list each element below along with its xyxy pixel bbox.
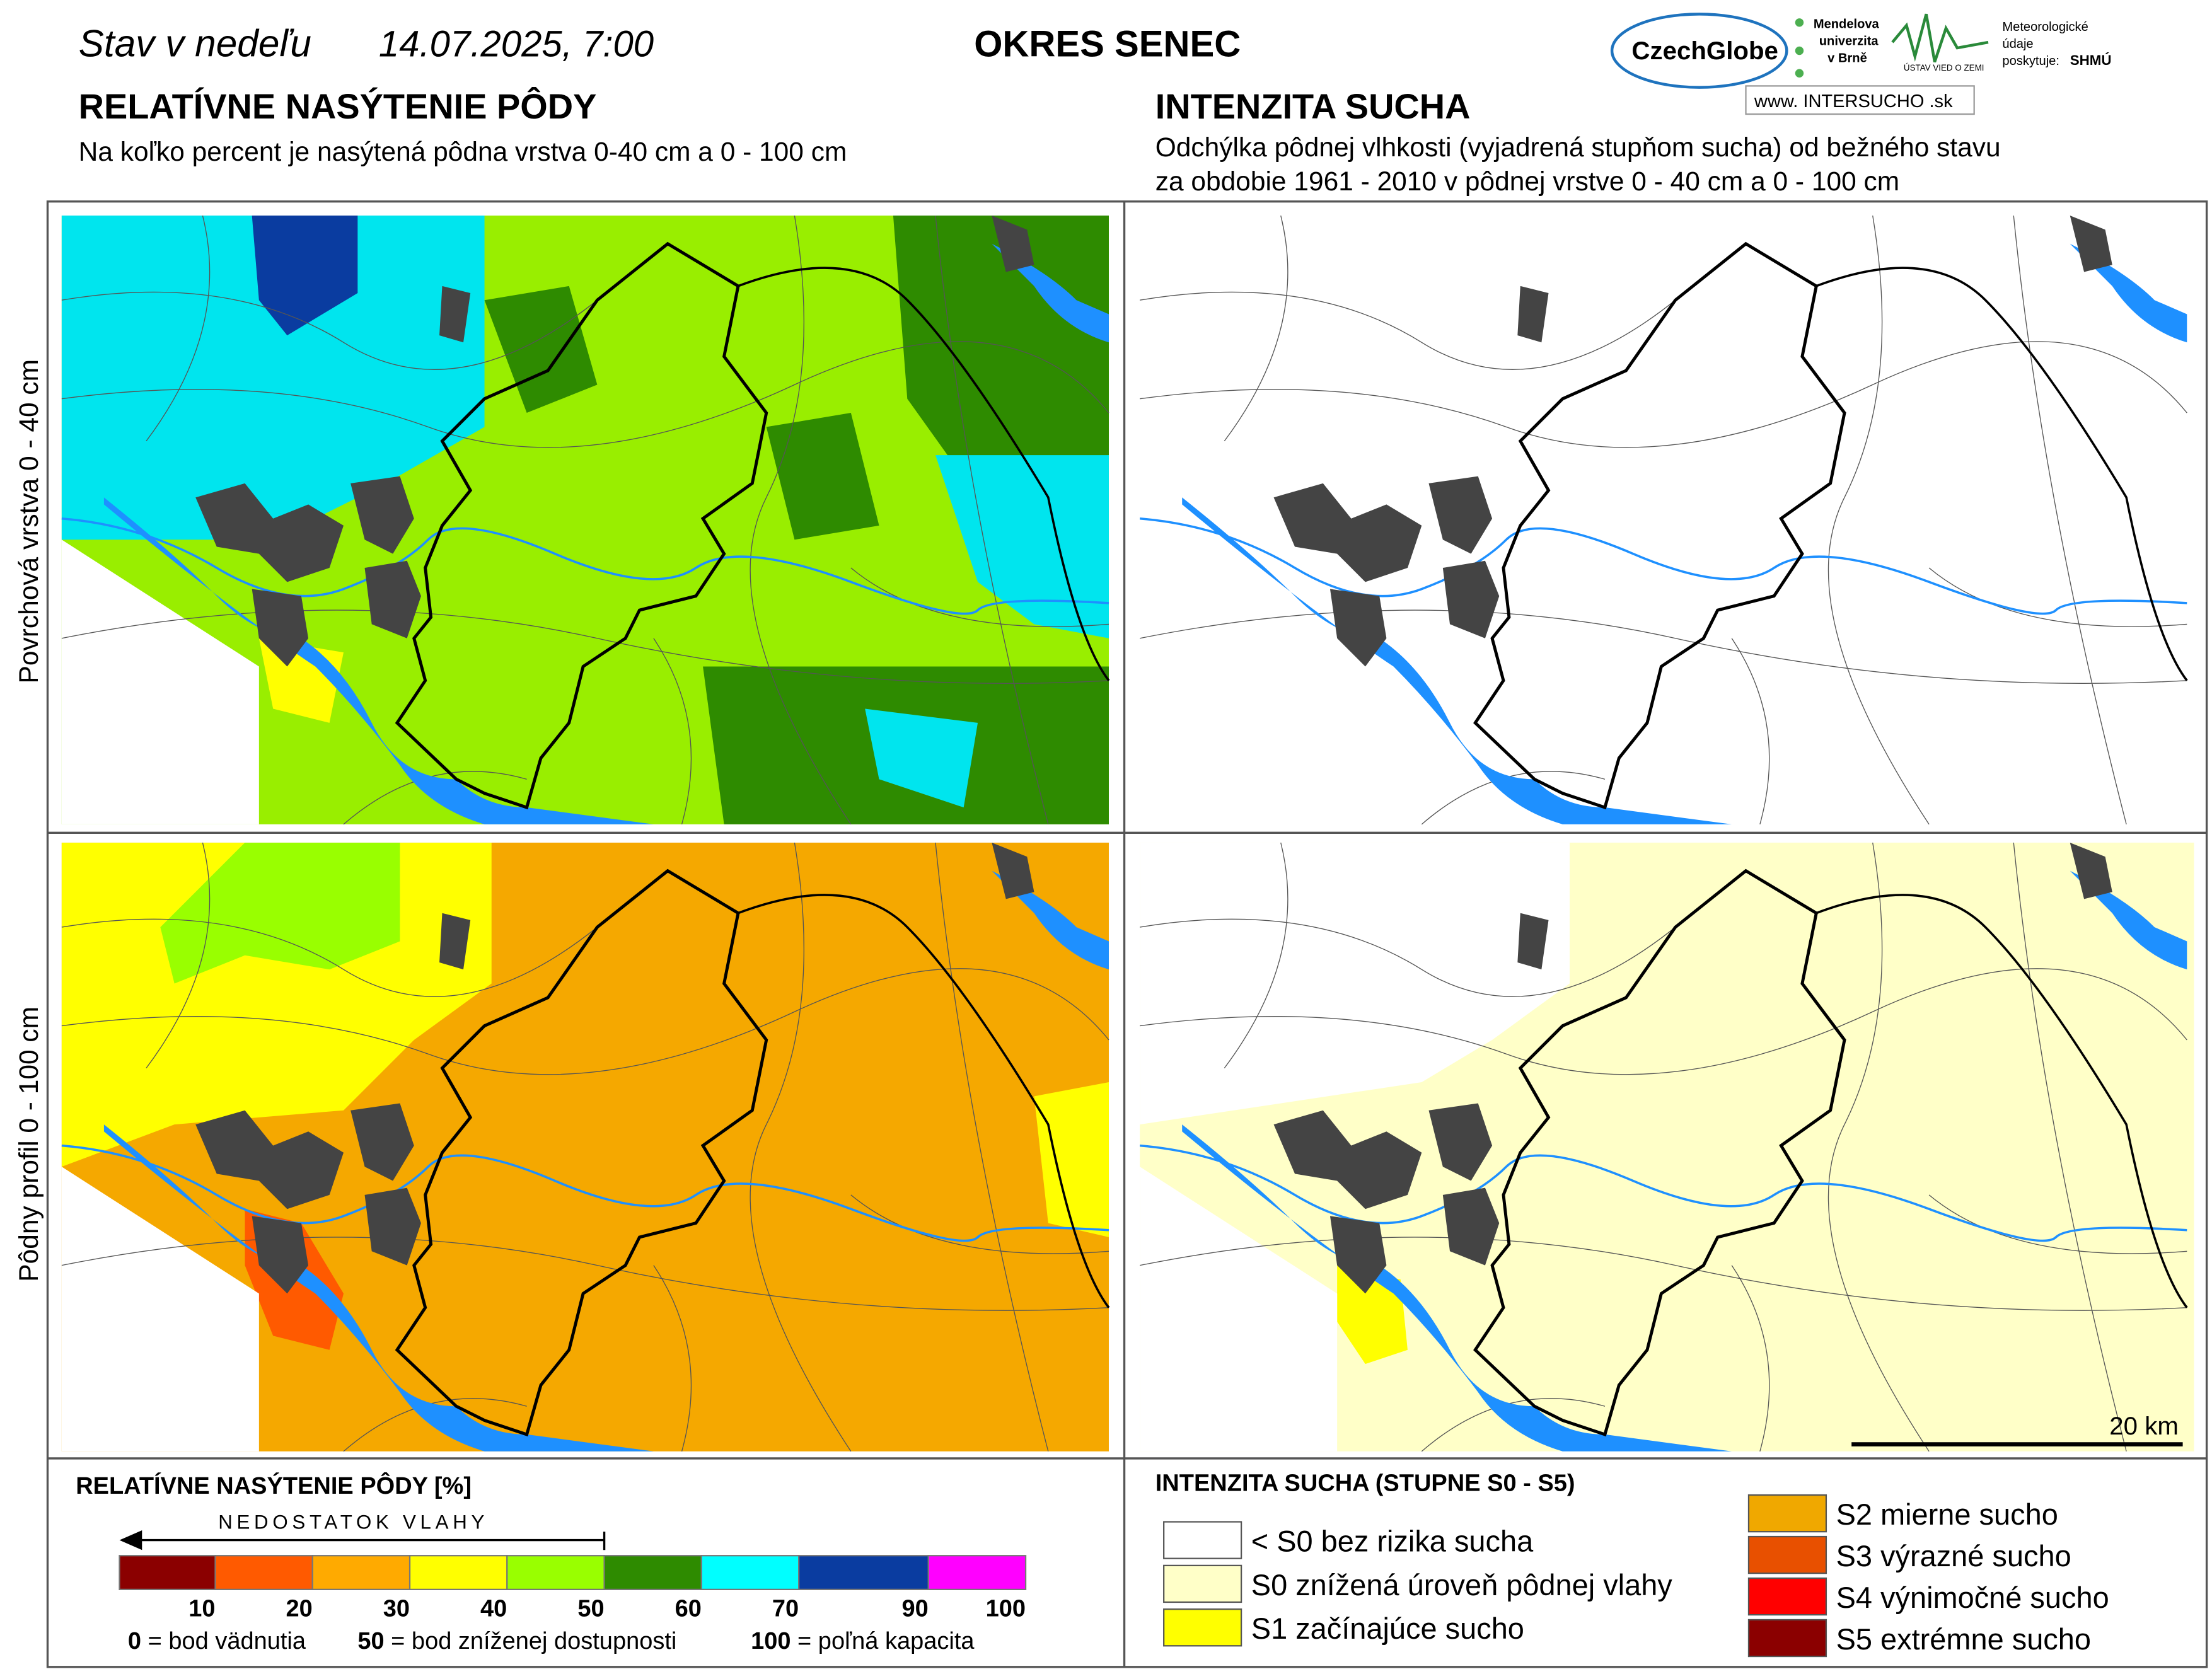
- map-zone: [1034, 1082, 1109, 1237]
- note-key: 50: [357, 1628, 384, 1654]
- legend-label: S2 mierne sucho: [1836, 1498, 2058, 1531]
- district: OKRES SENEC: [974, 23, 1241, 64]
- legend-scale: 10 20 30 40 50 60 70 90 100: [119, 1555, 1027, 1622]
- left-title: RELATÍVNE NASÝTENIE PÔDY: [79, 86, 597, 126]
- legend-title: INTENZITA SUCHA (STUPNE S0 - S5): [1155, 1470, 1575, 1496]
- legend-swatch: [1747, 1619, 1827, 1658]
- legend-swatch: [700, 1555, 800, 1590]
- legend-tick-label: 90: [902, 1595, 929, 1622]
- legend-tick-label: 30: [383, 1595, 410, 1622]
- logo-dot: [1795, 46, 1804, 55]
- legend-tick-label: 100: [986, 1595, 1026, 1622]
- logo-dot: [1795, 69, 1804, 78]
- logo-mendelu: Mendelova: [1814, 18, 1880, 32]
- logo-mendelu: univerzita: [1819, 35, 1879, 49]
- legend-swatch: [311, 1555, 411, 1590]
- map-zone: [1140, 842, 1570, 1125]
- logo-box: [1745, 85, 1975, 115]
- row-label: Povrchová vrstva 0 - 40 cm: [14, 359, 43, 684]
- legend-arrow-label: NEDOSTATOK VLAHY: [218, 1511, 489, 1533]
- logo-mendelu: v Brně: [1827, 51, 1867, 65]
- scale-label: 20 km: [2109, 1412, 2179, 1440]
- legend-classes: < S0 bez rizika sucha S0 znížená úroveň p…: [1163, 1494, 2109, 1658]
- logo-intersucho: www. INTERSUCHO .sk: [1754, 91, 1953, 112]
- logo-meteo: údaje: [2002, 37, 2033, 51]
- legend-tick-label: 60: [675, 1595, 702, 1622]
- legend-title: RELATÍVNE NASÝTENIE PÔDY [%]: [76, 1471, 472, 1499]
- date-prefix: Stav v nedeľu: [79, 21, 311, 64]
- map-zone: [865, 455, 1109, 808]
- frame: [46, 200, 2208, 1668]
- row-label: Pôdny profil 0 - 100 cm: [14, 1007, 43, 1282]
- map-outside: [1140, 1167, 1338, 1452]
- legend-label: S1 začínajúce sucho: [1251, 1612, 1524, 1645]
- legend-arrow-head: [119, 1530, 142, 1550]
- map-panel: [1140, 216, 2194, 824]
- legend-tick-label: 40: [480, 1595, 507, 1622]
- logo-shmu: SHMÚ: [2070, 52, 2112, 68]
- right-subtitle: Odchýlka pôdnej vlhkosti (vyjadrená stup…: [1155, 132, 2001, 162]
- logo-dot: [1795, 18, 1804, 27]
- legend-label: S5 extrémne sucho: [1836, 1623, 2091, 1656]
- legend-swatch: [1163, 1521, 1242, 1559]
- legend-tick-label: 70: [772, 1595, 799, 1622]
- left-subtitle: Na koľko percent je nasýtená pôdna vrstv…: [79, 137, 847, 166]
- legend-swatch: [408, 1555, 508, 1590]
- right-subtitle: za obdobie 1961 - 2010 v pôdnej vrstve 0…: [1155, 166, 1899, 196]
- legend-swatch: [1747, 1577, 1827, 1616]
- legend-tick-label: 10: [188, 1595, 215, 1622]
- logo-meteo: poskytuje:: [2002, 54, 2059, 68]
- legend-swatch: [1163, 1564, 1242, 1603]
- legend-tick-label: 50: [577, 1595, 604, 1622]
- logo-ustav: ÚSTAV VIED O ZEMI: [1904, 63, 1984, 72]
- legend-swatch: [1747, 1494, 1827, 1533]
- map-panel: [1140, 843, 2194, 1452]
- map-outside: [61, 540, 259, 824]
- map-zone: [61, 216, 485, 540]
- date: 14.07.2025, 7:00: [379, 23, 654, 64]
- legend-swatch: [798, 1555, 929, 1590]
- legend-swatch: [1747, 1535, 1827, 1574]
- map-panel: [62, 216, 1109, 824]
- map-zone: [484, 216, 1109, 824]
- logos: CzechGlobe Mendelova univerzita v Brně Ú…: [1610, 13, 2112, 115]
- right-title: INTENZITA SUCHA: [1155, 86, 1471, 126]
- logo-graph: [1891, 13, 1989, 63]
- legend-label: < S0 bez rizika sucha: [1251, 1525, 1534, 1557]
- legend-swatch: [506, 1555, 605, 1590]
- legend-swatch: [927, 1555, 1027, 1590]
- logo-czechglobe: CzechGlobe: [1631, 37, 1778, 65]
- legend-label: S3 výrazné sucho: [1836, 1540, 2071, 1573]
- note-key: 0: [128, 1628, 141, 1654]
- note-text: = bod zníženej dostupnosti: [385, 1628, 677, 1654]
- logo-ring: [1610, 13, 1788, 89]
- legend-label: S4 výnimočné sucho: [1836, 1581, 2109, 1614]
- legend-tick-label: 20: [286, 1595, 313, 1622]
- note-key: 100: [751, 1628, 790, 1654]
- note-text: = bod vädnutia: [141, 1628, 306, 1654]
- legend-notes: 0 = bod vädnutia 50 = bod zníženej dostup…: [128, 1628, 975, 1654]
- map-zone: [160, 842, 400, 984]
- note-text: = poľná kapacita: [791, 1628, 975, 1654]
- map-outside: [61, 1167, 259, 1452]
- legend-swatch: [119, 1555, 216, 1590]
- map-panel: [62, 843, 1109, 1452]
- legend-swatch: [603, 1555, 702, 1590]
- legend-label: S0 znížená úroveň pôdnej vlahy: [1251, 1569, 1673, 1602]
- legend-swatch: [1163, 1608, 1242, 1647]
- legend-swatch: [214, 1555, 313, 1590]
- map-zone: [252, 216, 358, 336]
- logo-meteo: Meteorologické: [2002, 20, 2088, 34]
